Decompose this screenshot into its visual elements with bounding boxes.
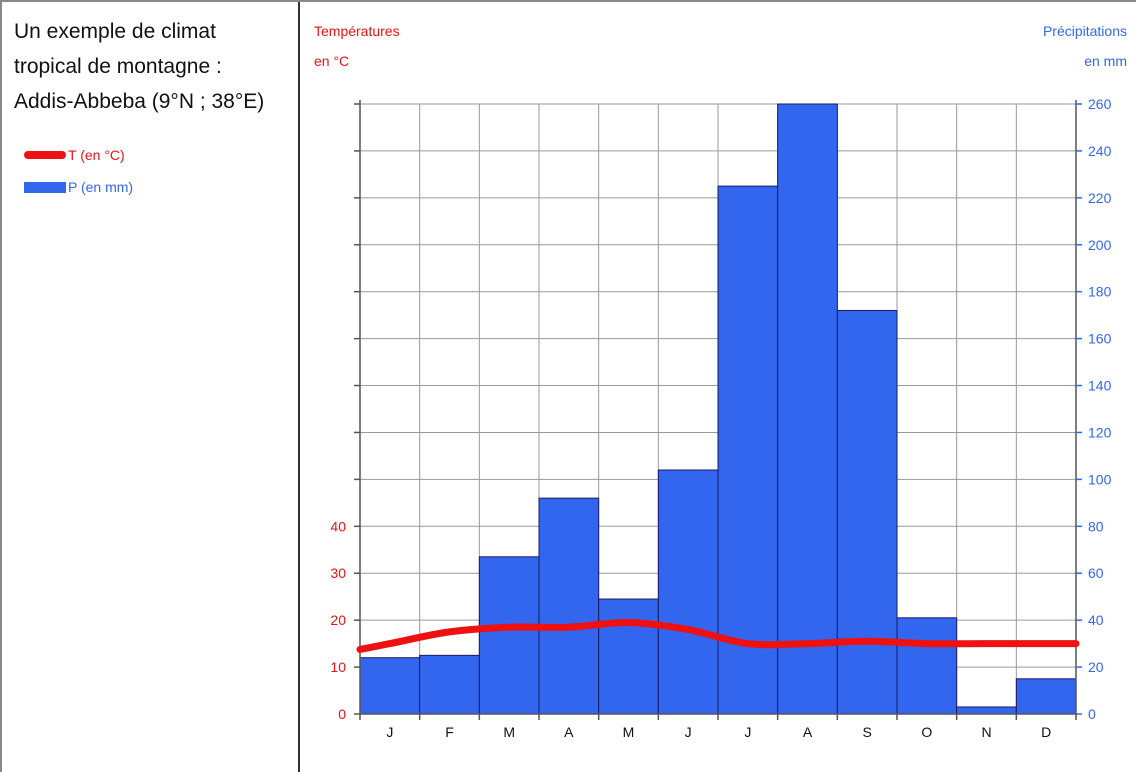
- precipitation-bar: [538, 497, 600, 715]
- precipitation-bar: [777, 103, 838, 715]
- month-label: M: [503, 724, 515, 740]
- right-axis-tick-label: 180: [1088, 284, 1112, 300]
- title-line-3: Addis-Abbeba (9°N ; 38°E): [14, 90, 265, 113]
- left-axis-tick-label: 0: [338, 706, 346, 722]
- right-axis-tick-label: 80: [1088, 518, 1104, 534]
- title-line-2: tropical de montagne :: [14, 55, 222, 78]
- precipitation-bar: [598, 598, 659, 715]
- right-axis-tick-label: 160: [1088, 331, 1112, 347]
- temperature-curve: [356, 618, 1080, 653]
- month-label: F: [445, 724, 454, 740]
- precipitation-bar: [717, 185, 779, 715]
- precipitation-bar: [836, 309, 898, 715]
- left-axis-tick-label: 20: [330, 612, 346, 628]
- month-label: J: [744, 724, 751, 740]
- month-label: S: [862, 724, 871, 740]
- month-label: A: [803, 724, 813, 740]
- right-axis-tick-label: 200: [1088, 237, 1112, 253]
- precipitation-bar: [956, 706, 1017, 715]
- right-axis-tick-label: 140: [1088, 378, 1112, 394]
- precipitation-bars: [359, 103, 1077, 715]
- left-axis-tick-label: 40: [330, 518, 346, 534]
- left-axis-unit: en °C: [314, 53, 349, 69]
- month-label: M: [623, 724, 635, 740]
- frame-top-border: [0, 0, 1136, 2]
- month-label: J: [386, 724, 393, 740]
- left-axis-tick-label: 10: [330, 659, 346, 675]
- right-axis-tick-label: 260: [1088, 96, 1112, 112]
- right-axis-tick-label: 100: [1088, 471, 1112, 487]
- legend-panel: Un exemple de climat tropical de montagn…: [0, 0, 300, 772]
- precipitation-bar: [419, 654, 480, 715]
- month-label: D: [1041, 724, 1051, 740]
- month-label: N: [981, 724, 991, 740]
- legend-item-temperature: T (en °C): [24, 145, 125, 165]
- legend-swatch-precipitation: [24, 181, 66, 193]
- month-label: O: [921, 724, 932, 740]
- precipitation-bar: [359, 657, 421, 715]
- right-axis-tick-label: 120: [1088, 424, 1112, 440]
- precipitation-bar: [478, 556, 540, 715]
- right-axis-tick-label: 0: [1088, 706, 1096, 722]
- right-axis-tick-label: 40: [1088, 612, 1104, 628]
- title-line-1: Un exemple de climat: [14, 20, 216, 43]
- axis-labels: 0 20 40 60 80 100 120 140 160 180 200 220 240 260 0 10 2…: [314, 23, 1127, 740]
- right-axis-tick-label: 240: [1088, 143, 1112, 159]
- precipitation-bar: [1015, 678, 1077, 715]
- month-label: J: [685, 724, 692, 740]
- precipitation-bar: [896, 617, 958, 715]
- right-axis-tick-label: 220: [1088, 190, 1112, 206]
- month-label: A: [564, 724, 574, 740]
- legend-label-temperature: T (en °C): [68, 147, 125, 163]
- frame-left-border: [0, 0, 2, 772]
- legend-item-precipitation: P (en mm): [24, 177, 133, 197]
- left-axis-tick-label: 30: [330, 565, 346, 581]
- right-axis-unit: en mm: [1084, 53, 1127, 69]
- right-axis-tick-label: 20: [1088, 659, 1104, 675]
- left-axis-title: Températures: [314, 23, 400, 39]
- legend-swatch-temperature: [24, 151, 66, 159]
- precipitation-bar: [657, 469, 719, 715]
- right-axis-title: Précipitations: [1043, 23, 1127, 39]
- temperature-line: [356, 618, 1080, 653]
- right-axis-tick-label: 60: [1088, 565, 1104, 581]
- legend-label-precipitation: P (en mm): [68, 179, 134, 195]
- axes: [354, 100, 1082, 720]
